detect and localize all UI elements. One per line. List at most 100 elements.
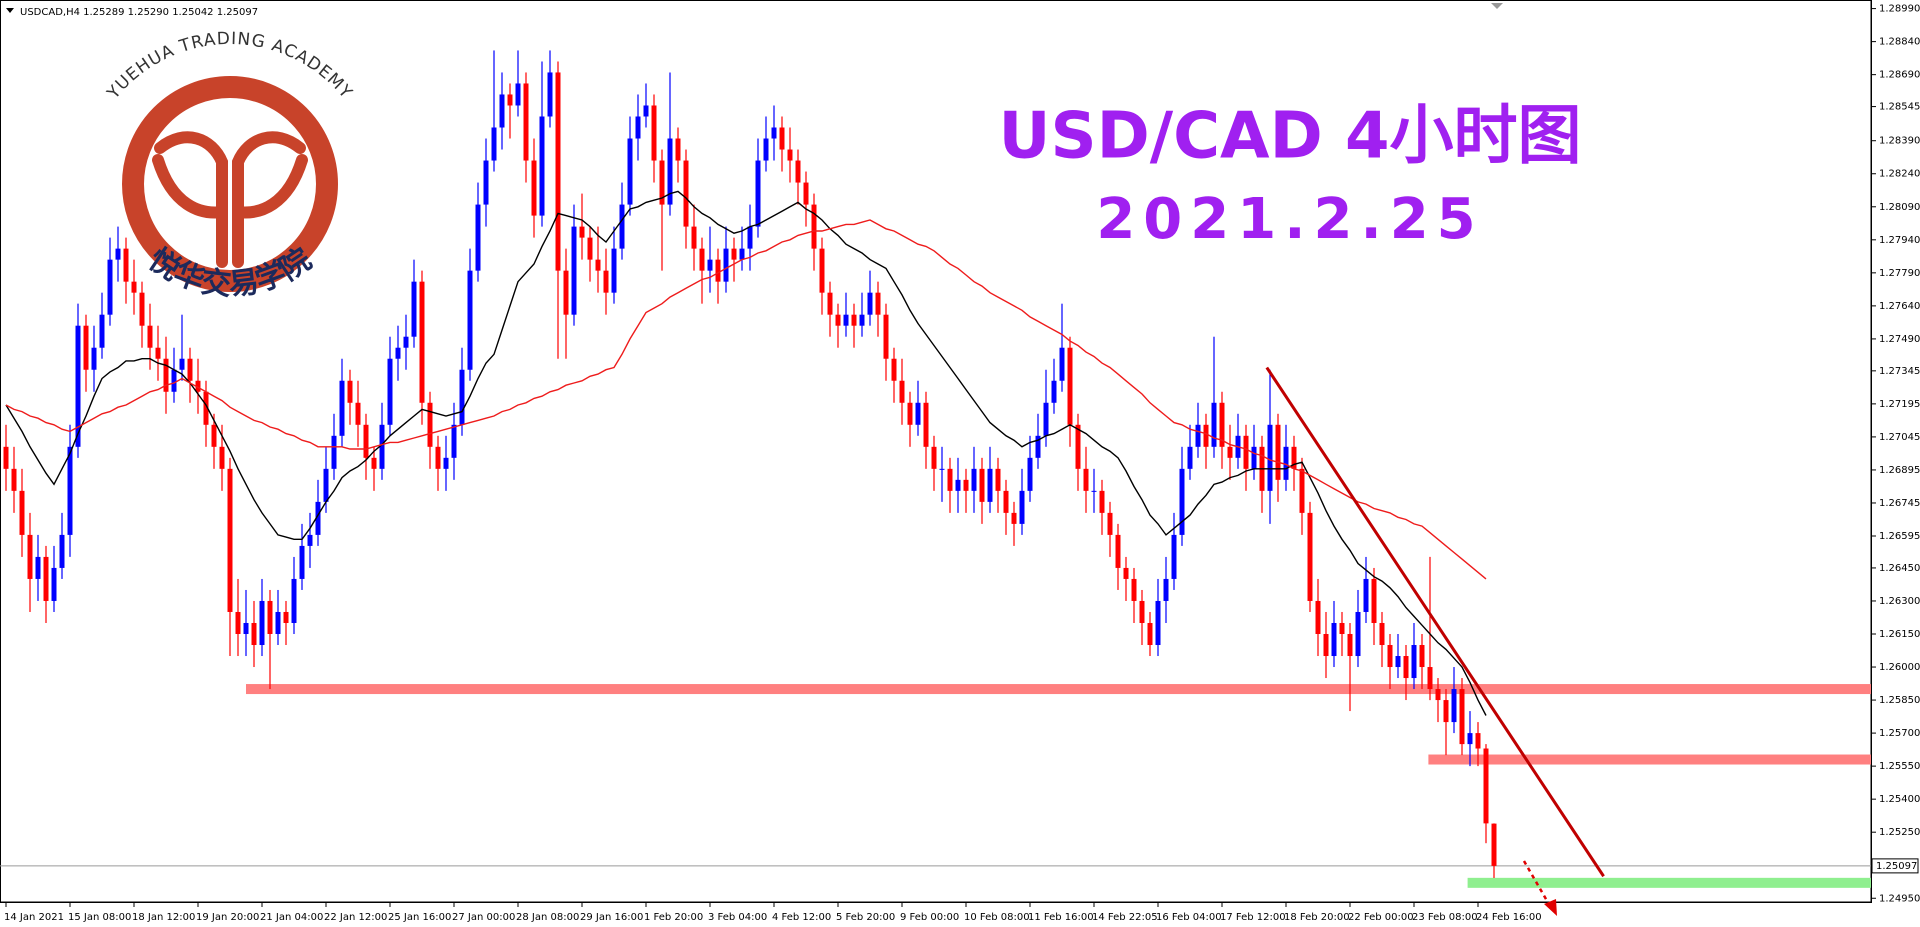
candle-body [1331, 622, 1337, 657]
candle-body [203, 391, 209, 425]
candle-body [1419, 645, 1425, 668]
x-tick-label: 24 Feb 16:00 [1476, 912, 1542, 923]
candle-body [1027, 457, 1033, 491]
candle-body [1459, 689, 1465, 745]
candle-body [883, 314, 889, 359]
candle-body [75, 325, 81, 447]
candle-body [403, 336, 409, 348]
candle-body [1291, 446, 1297, 469]
candle-body [899, 380, 905, 403]
candle-body [619, 204, 625, 249]
candle-body [931, 446, 937, 469]
candle-body [627, 138, 633, 205]
y-tick-label: 1.25850 [1879, 695, 1920, 706]
candle-body [339, 380, 345, 436]
logo-ring [122, 76, 338, 292]
candle-body [555, 72, 561, 271]
y-tick-label: 1.26450 [1879, 563, 1920, 574]
candle-body [307, 534, 313, 546]
candle-body [1411, 645, 1417, 679]
candle-body [563, 270, 569, 315]
candle-body [755, 160, 761, 227]
candle-body [1387, 645, 1393, 668]
candle-body [515, 83, 521, 106]
candle-body [819, 248, 825, 293]
candle-body [1003, 490, 1009, 513]
candle-body [915, 402, 921, 425]
candle-body [363, 424, 369, 458]
x-tick-label: 17 Feb 12:00 [1220, 912, 1286, 923]
x-tick-label: 15 Jan 08:00 [68, 912, 131, 923]
candle-body [1483, 748, 1489, 824]
candle-body [595, 259, 601, 271]
level-zone [246, 684, 1871, 695]
candle-body [1347, 633, 1353, 657]
candle-body [971, 468, 977, 491]
candle-body [1019, 490, 1025, 524]
candle-body [459, 369, 465, 425]
candle-body [395, 347, 401, 359]
y-tick-label: 1.26745 [1879, 498, 1920, 509]
candle-body [1475, 733, 1481, 749]
candle-body [355, 402, 361, 425]
candle-body [1363, 578, 1369, 612]
y-tick-label: 1.26595 [1879, 531, 1920, 542]
candle-body [539, 116, 545, 216]
candle-body [1155, 600, 1161, 646]
logo-emblem [152, 131, 308, 268]
candle-body [35, 556, 41, 579]
candle-body [1323, 633, 1329, 657]
level-zone [1467, 877, 1871, 888]
candle-body [979, 468, 985, 502]
candle-body [1395, 656, 1401, 668]
candle-body [107, 259, 113, 315]
y-tick-label: 1.27345 [1879, 366, 1920, 377]
candle-body [219, 446, 225, 469]
candle-body [867, 292, 873, 315]
candle-body [1179, 468, 1185, 535]
candle-body [1163, 578, 1169, 601]
projection-arrow-head [1544, 899, 1557, 916]
y-tick-label: 1.27640 [1879, 301, 1920, 312]
candle-body [803, 182, 809, 205]
candle-body [291, 578, 297, 623]
y-tick-label: 1.28090 [1879, 202, 1920, 213]
candle-body [1123, 567, 1129, 579]
x-tick-label: 3 Feb 04:00 [708, 912, 767, 923]
candle-body [1099, 490, 1105, 513]
x-tick-label: 19 Jan 20:00 [196, 912, 259, 923]
candle-body [1299, 468, 1305, 513]
candle-body [1267, 424, 1273, 491]
candle-body [1075, 424, 1081, 469]
x-tick-label: 22 Feb 00:00 [1348, 912, 1414, 923]
y-tick-label: 1.26895 [1879, 465, 1920, 476]
candle-body [131, 281, 137, 293]
candle-body [579, 226, 585, 238]
candle-body [923, 402, 929, 447]
candle-body [331, 435, 337, 469]
candle-body [531, 160, 537, 216]
candle-body [731, 248, 737, 260]
x-tick-label: 23 Feb 08:00 [1412, 912, 1478, 923]
candle-body [747, 226, 753, 249]
candle-body [699, 248, 705, 271]
candle-body [163, 358, 169, 392]
candle-body [1371, 578, 1377, 623]
overlay-title: USD/CAD 4小时图 [999, 100, 1582, 174]
candle-body [955, 479, 961, 491]
x-tick-label: 16 Feb 04:00 [1156, 912, 1222, 923]
candle-body [507, 94, 513, 106]
y-tick-label: 1.28840 [1879, 37, 1920, 48]
candle-body [875, 292, 881, 315]
y-tick-label: 1.26150 [1879, 629, 1920, 640]
x-tick-label: 25 Jan 16:00 [388, 912, 451, 923]
candle-body [827, 292, 833, 315]
candle-body [763, 138, 769, 161]
y-tick-label: 1.26300 [1879, 596, 1920, 607]
y-tick-label: 1.27045 [1879, 432, 1920, 443]
candle-body [259, 600, 265, 646]
candle-body [1491, 823, 1497, 866]
y-tick-label: 1.28390 [1879, 136, 1920, 147]
candle-body [499, 94, 505, 128]
candle-body [835, 314, 841, 326]
